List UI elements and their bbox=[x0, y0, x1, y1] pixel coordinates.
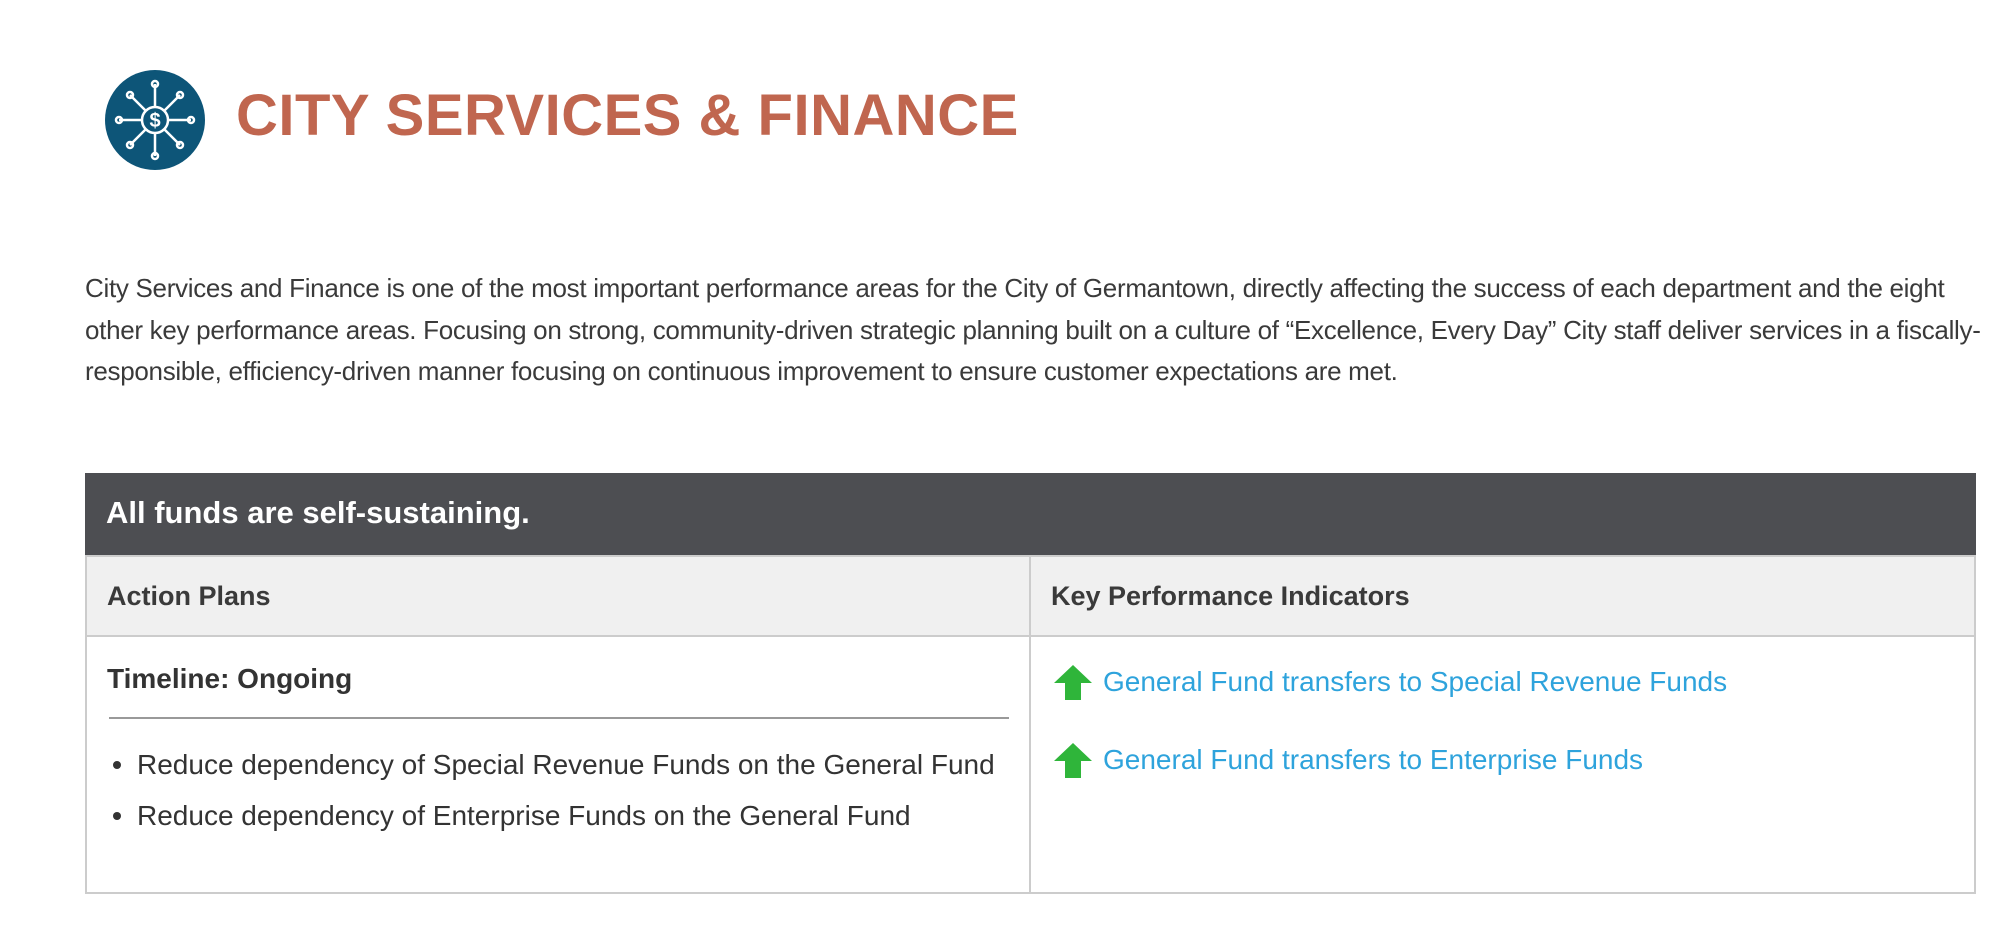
action-item-text: Reduce dependency of Special Revenue Fun… bbox=[137, 749, 995, 780]
action-item-text: Reduce dependency of Enterprise Funds on… bbox=[137, 800, 911, 831]
up-arrow bbox=[1054, 665, 1092, 700]
column-header: Action Plans bbox=[85, 555, 1031, 637]
divider bbox=[109, 717, 1009, 719]
up-arrow bbox=[1054, 743, 1092, 778]
action-plans-cell: Timeline: Ongoing Reduce dependency of S… bbox=[85, 637, 1031, 894]
action-item: Reduce dependency of Special Revenue Fun… bbox=[109, 749, 995, 781]
kpi-item: General Fund transfers to Special Revenu… bbox=[1053, 663, 1727, 701]
timeline: Timeline: Ongoing bbox=[107, 663, 353, 694]
svg-text:$: $ bbox=[149, 110, 160, 132]
table-heading-bar: All funds are self-sustaining. bbox=[85, 473, 1976, 555]
kpi-cell: General Fund transfers to Special Revenu… bbox=[1029, 637, 1976, 894]
kpi-link[interactable]: General Fund transfers to Enterprise Fun… bbox=[1103, 744, 1644, 775]
table-heading: All funds are self-sustaining. bbox=[106, 495, 530, 530]
section-icon: $ bbox=[105, 70, 205, 170]
page-title: CITY SERVICES & FINANCE bbox=[236, 83, 1019, 148]
intro-paragraph: City Services and Finance is one of the … bbox=[85, 273, 1981, 386]
action-item: Reduce dependency of Enterprise Funds on… bbox=[109, 800, 911, 832]
kpi-item: General Fund transfers to Enterprise Fun… bbox=[1053, 741, 1643, 779]
kpi-link[interactable]: General Fund transfers to Special Revenu… bbox=[1103, 666, 1728, 697]
goal-table: All funds are self-sustaining. Action Pl… bbox=[85, 473, 1976, 894]
column-header: Key Performance Indicators bbox=[1029, 555, 1976, 637]
